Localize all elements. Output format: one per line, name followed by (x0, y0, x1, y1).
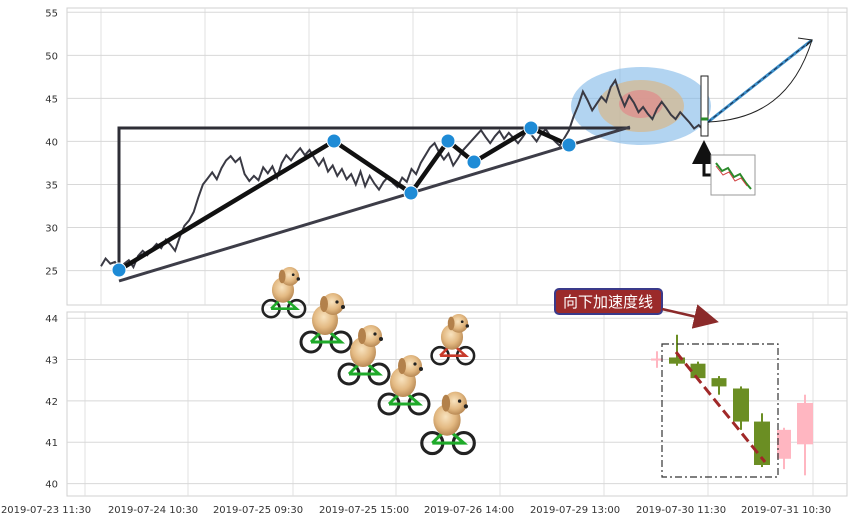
price-y-tick-label: 35 (45, 180, 58, 191)
mini-chart-line-2 (715, 165, 748, 187)
annotation-label: 向下加速度线 (563, 293, 653, 311)
price-y-axis: 25 30 35 40 45 50 55 (45, 8, 58, 277)
price-y-tick-label: 25 (45, 267, 58, 278)
candle-y-axis: 40 41 42 43 44 (45, 314, 58, 490)
down-trend-line (674, 351, 767, 463)
x-tick-label: 2019-07-24 10:30 (108, 505, 198, 516)
puppy-nose-icon (341, 305, 345, 309)
x-tick-label: 2019-07-25 15:00 (319, 505, 409, 516)
puppy-icon (377, 355, 431, 416)
bracket-line (117, 126, 630, 271)
puppy-icon (430, 314, 476, 366)
annotation-box (554, 288, 663, 315)
candle-body-4 (733, 388, 749, 422)
price-y-tick-label: 45 (45, 94, 58, 105)
puppy-eye-icon (457, 399, 462, 403)
wave-point-1 (326, 133, 342, 149)
puppy-ear-icon (398, 358, 406, 374)
puppy-ear-icon (441, 394, 451, 412)
puppy-eye-icon (413, 362, 417, 366)
x-tick-label: 2019-07-30 11:30 (636, 505, 726, 516)
price-y-tick-label: 55 (45, 8, 58, 19)
puppy-nose-icon (463, 404, 468, 409)
puppy-eye-icon (373, 332, 377, 336)
puppy-head-icon (280, 267, 300, 286)
candles (651, 334, 813, 476)
candle-y-tick-label: 44 (45, 314, 58, 325)
puppy-nose-icon (419, 367, 423, 371)
puppy-nose-icon (379, 337, 383, 341)
puppy-ear-icon (278, 269, 286, 284)
puppy-head-icon (322, 293, 344, 315)
candle-body-2 (690, 363, 706, 379)
price-line (100, 78, 709, 272)
puppy-icon (299, 293, 353, 354)
candle-body-5 (754, 421, 770, 465)
puppy-head-icon (400, 355, 422, 377)
puppy-nose-icon (296, 277, 300, 281)
wave-point-4 (466, 154, 482, 170)
support-trend-line (118, 125, 631, 283)
puppy-head-icon (443, 391, 467, 415)
price-y-tick-label: 50 (45, 51, 58, 62)
price-y-tick-label: 40 (45, 137, 58, 148)
candle-y-tick-label: 42 (45, 397, 58, 408)
puppy-ear-icon (358, 328, 366, 344)
x-tick-label: 2019-07-23 11:30 (1, 505, 91, 516)
price-y-tick-label: 30 (45, 224, 58, 235)
wave-point-2 (403, 185, 419, 201)
x-tick-label: 2019-07-31 10:30 (741, 505, 831, 516)
puppy-ear-icon (320, 296, 328, 312)
annotation-arrow (661, 304, 719, 329)
candle-body-1 (669, 357, 685, 364)
decorative-puppies (261, 267, 476, 456)
selection-box (661, 343, 779, 478)
puppy-eye-icon (460, 320, 464, 324)
puppy-eye-icon (291, 273, 295, 277)
projection-box (700, 75, 709, 137)
candle-body-6 (777, 429, 791, 459)
candle-y-tick-label: 40 (45, 480, 58, 491)
x-tick-label: 2019-07-26 14:00 (424, 505, 514, 516)
x-axis: 2019-07-23 11:30 2019-07-24 10:30 2019-07-… (1, 505, 831, 516)
puppy-head-icon (360, 325, 382, 347)
projection-arrow (692, 140, 716, 177)
puppy-icon (261, 267, 307, 319)
projection-curve (707, 39, 813, 123)
puppy-ear-icon (447, 316, 455, 331)
projection-arrowhead (797, 37, 814, 47)
wave-point-3 (440, 133, 456, 149)
puppy-icon (337, 325, 391, 386)
projection-line-dashed (707, 39, 813, 123)
mini-chart-line (715, 162, 752, 190)
wave-point-5 (523, 120, 539, 136)
x-tick-label: 2019-07-29 13:00 (530, 505, 620, 516)
puppy-head-icon (449, 314, 469, 333)
candle-body-7 (797, 402, 813, 445)
candle-y-tick-label: 43 (45, 356, 58, 367)
wave-point-0 (111, 262, 127, 278)
candle-body-3 (711, 378, 727, 387)
x-tick-label: 2019-07-25 09:30 (213, 505, 303, 516)
wave-points (111, 120, 577, 278)
puppy-nose-icon (465, 324, 469, 328)
wave-point-6 (561, 137, 577, 153)
candle-y-tick-label: 41 (45, 438, 58, 449)
puppy-icon (420, 391, 476, 456)
puppy-eye-icon (335, 300, 339, 304)
